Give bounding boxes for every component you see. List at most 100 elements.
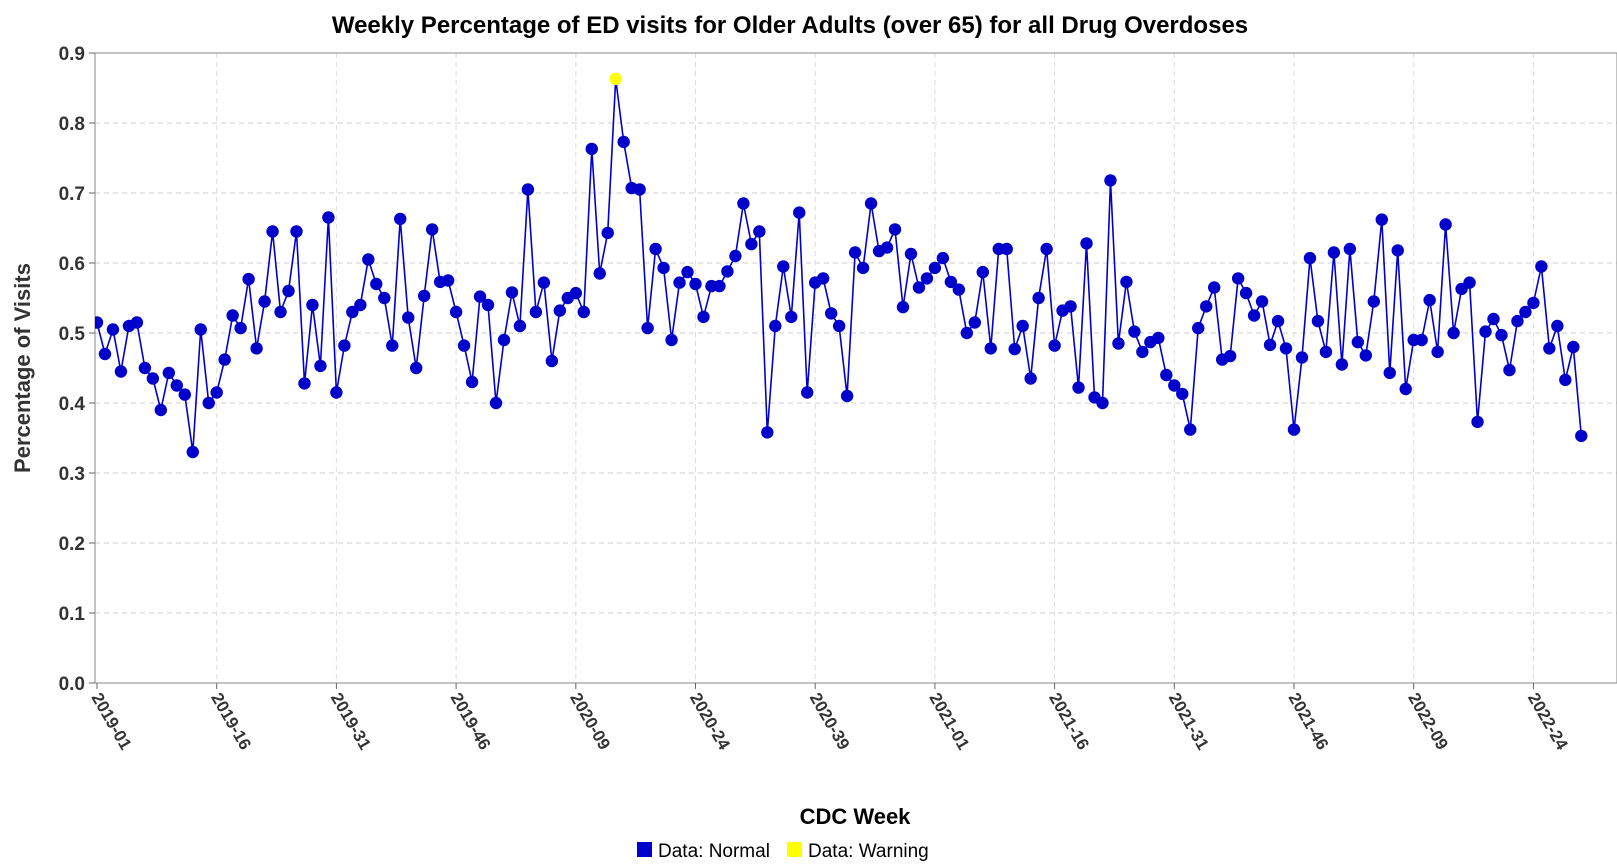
- data-point: [1120, 275, 1133, 289]
- data-point: [1487, 312, 1500, 326]
- data-point: [521, 183, 535, 196]
- data-point: [170, 379, 183, 392]
- data-point: [713, 279, 726, 293]
- data-point: [298, 377, 311, 390]
- y-axis-label: Percentage of Visits: [10, 263, 35, 473]
- data-point: [1383, 366, 1396, 380]
- x-tick-label: 2019-46: [447, 690, 495, 754]
- data-point: [769, 319, 782, 333]
- data-point: [114, 365, 128, 378]
- data-point: [1032, 291, 1045, 305]
- x-tick-label: 2020-09: [566, 690, 614, 754]
- data-point: [601, 226, 614, 240]
- y-tick-label: 0.8: [59, 114, 85, 135]
- data-point: [1519, 305, 1532, 319]
- data-point: [1367, 295, 1381, 308]
- data-point: [1343, 242, 1357, 256]
- x-axis-label: CDC Week: [800, 804, 912, 829]
- data-point: [904, 247, 918, 261]
- data-point: [593, 267, 606, 280]
- plot-area: [94, 52, 1617, 684]
- x-tick-label: 2020-24: [686, 690, 734, 754]
- data-point: [330, 386, 343, 399]
- data-point: [314, 359, 327, 373]
- data-point: [1495, 328, 1508, 342]
- data-point: [928, 261, 942, 275]
- data-point: [848, 246, 862, 259]
- y-tick-label: 0.1: [59, 604, 86, 625]
- data-point: [545, 354, 559, 368]
- data-point: [410, 361, 423, 375]
- data-point: [1479, 325, 1492, 338]
- data-point: [370, 277, 383, 291]
- data-point: [378, 291, 391, 305]
- data-point: [274, 305, 287, 319]
- data-point: [1064, 300, 1077, 313]
- data-point: [338, 339, 351, 352]
- data-point: [681, 265, 694, 279]
- data-point: [1359, 349, 1373, 362]
- data-point: [816, 272, 830, 285]
- data-point: [537, 276, 551, 289]
- data-point: [1000, 242, 1013, 256]
- data-point: [1104, 174, 1117, 187]
- data-point: [465, 375, 479, 389]
- x-axis: 2019-01 2019-16 2019-31 2019-46 2020-09 2020-…: [88, 683, 1572, 754]
- data-point: [553, 304, 567, 317]
- x-tick-label: 2019-01: [88, 690, 136, 754]
- data-point: [1016, 319, 1029, 333]
- y-tick-label: 0.0: [59, 674, 85, 695]
- data-point-warning: [609, 72, 622, 86]
- y-tick-label: 0.6: [59, 254, 85, 275]
- data-point: [95, 316, 104, 329]
- x-tick-label: 2019-16: [207, 690, 255, 754]
- data-point: [1080, 237, 1093, 250]
- data-point: [1567, 340, 1580, 354]
- data-point: [346, 305, 359, 319]
- data-point: [840, 389, 854, 403]
- x-tick-label: 2022-24: [1524, 690, 1572, 754]
- data-point: [194, 323, 207, 336]
- data-point: [1463, 276, 1476, 289]
- data-point: [1415, 333, 1428, 347]
- data-point: [912, 281, 926, 294]
- data-point: [1096, 396, 1109, 410]
- data-point: [98, 347, 112, 361]
- y-tick-label: 0.2: [59, 534, 85, 555]
- data-point: [202, 396, 215, 410]
- data-point: [138, 361, 152, 375]
- data-point: [441, 274, 455, 287]
- data-point: [976, 265, 989, 279]
- data-point: [1559, 373, 1572, 387]
- data-point: [130, 316, 144, 329]
- data-point: [689, 277, 702, 291]
- data-point: [210, 386, 223, 399]
- data-point: [529, 305, 543, 319]
- data-point: [234, 321, 247, 335]
- data-point: [505, 286, 519, 299]
- data-point: [394, 212, 407, 226]
- data-point: [753, 225, 766, 238]
- data-point: [1511, 314, 1524, 328]
- data-point: [1279, 342, 1293, 355]
- data-point: [1263, 338, 1277, 352]
- data-point: [665, 333, 678, 347]
- data-point: [1239, 286, 1253, 300]
- data-point: [1391, 244, 1404, 257]
- data-point: [777, 260, 790, 273]
- data-point: [1543, 342, 1556, 355]
- data-point: [585, 142, 598, 156]
- data-point: [761, 426, 774, 439]
- data-point: [457, 339, 471, 352]
- data-point: [1327, 246, 1341, 259]
- data-point: [801, 386, 814, 399]
- data-point: [793, 206, 806, 219]
- data-point: [1431, 345, 1444, 359]
- data-point: [386, 339, 399, 352]
- data-point: [1160, 368, 1173, 382]
- data-point: [1231, 272, 1245, 285]
- legend-swatch: [637, 842, 652, 857]
- data-point: [1128, 325, 1141, 338]
- legend: Data: Normal Data: Warning: [637, 841, 929, 862]
- data-point: [1024, 372, 1037, 385]
